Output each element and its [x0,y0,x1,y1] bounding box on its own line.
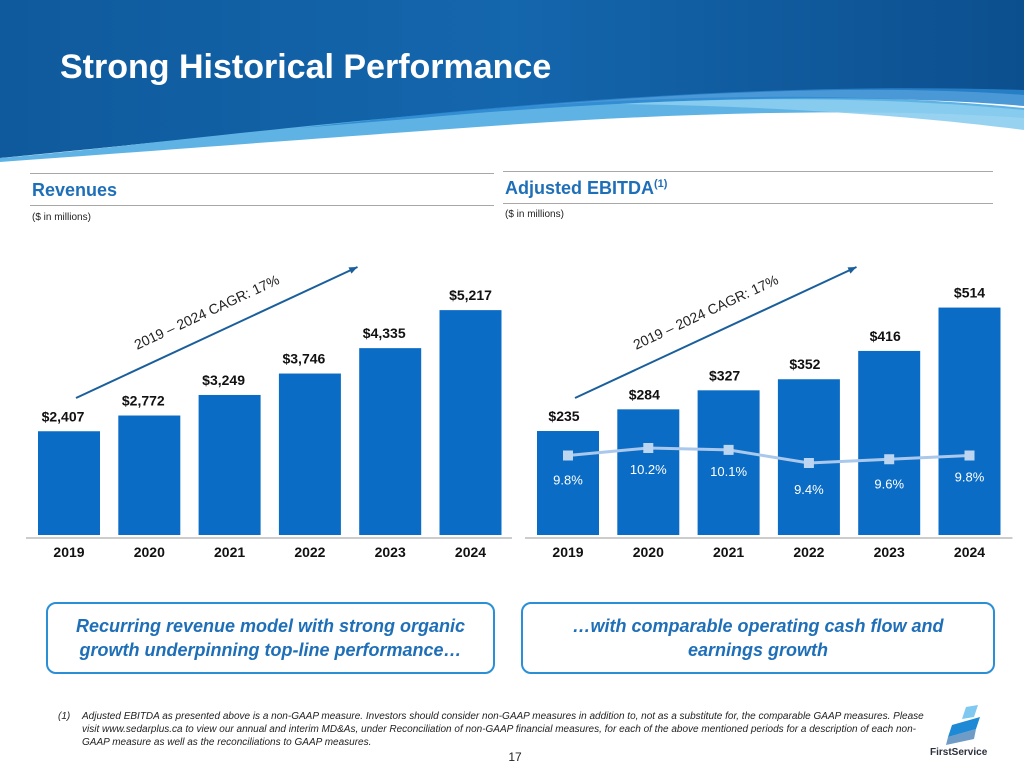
bar-2019 [38,431,100,535]
x-tick-label: 2022 [294,544,325,560]
left-bottom-rule [30,205,494,206]
ebitda-unit: ($ in millions) [505,209,564,220]
footnote-text: Adjusted EBITDA as presented above is a … [82,711,924,748]
margin-label: 9.6% [874,476,904,491]
x-tick-label: 2021 [214,544,245,560]
revenues-title: Revenues [32,180,118,200]
bar-2024 [439,310,502,535]
header-banner: Strong Historical Performance [0,0,1024,165]
margin-marker [964,450,975,461]
bar-value-label: $3,746 [282,351,325,367]
margin-label: 9.8% [553,473,583,488]
bar-2022 [278,373,341,535]
revenues-chart: $2,407 2019 $2,772 2020 $3,249 2021 $3,746 2022… [26,266,512,560]
ebitda-title: Adjusted EBITDA(1) [505,178,667,199]
bar-2020 [118,415,181,535]
margin-marker [643,443,654,453]
margin-marker [563,450,573,461]
bar-2021 [697,390,760,535]
bar-value-label: $4,335 [363,325,406,341]
x-tick-label: 2021 [713,544,744,560]
right-bottom-rule [503,203,993,204]
bar-value-label: $3,249 [202,372,245,388]
footnote: (1) Adjusted EBITDA as presented above i… [58,710,928,749]
x-tick-label: 2019 [552,544,583,560]
x-tick-label: 2023 [874,544,905,560]
bar-2020 [617,409,680,535]
page-number: 17 [508,750,522,764]
x-tick-label: 2024 [455,544,486,560]
cagr-arrow [75,266,358,399]
margin-line [567,446,970,465]
logo-text: FirstService [930,747,988,758]
left-top-rule [30,173,494,174]
margin-label: 10.1% [710,464,747,479]
bar-value-label: $352 [789,356,820,372]
ebitda-chart: $235 2019 $284 2020 $327 2021 $352 2022 $416 2023… [525,266,1013,560]
bar-value-label: $2,407 [42,408,85,424]
x-tick-label: 2023 [375,544,406,560]
right-top-rule [503,171,993,172]
margin-marker [884,454,895,465]
bar-2023 [858,350,921,535]
bar-2024 [938,307,1001,535]
bar-value-label: $235 [548,408,579,424]
cagr-arrowhead-icon [348,267,358,274]
margin-label: 9.8% [955,470,985,485]
bar-2021 [198,394,261,535]
bar-2019 [537,431,599,535]
ebitda-title-superscript: (1) [654,178,668,190]
x-tick-label: 2024 [954,544,985,560]
x-tick-label: 2022 [793,544,824,560]
margin-marker [723,444,734,455]
page-title: Strong Historical Performance [60,48,552,86]
firstservice-logo: FirstService [930,705,1010,765]
x-tick-label: 2020 [633,544,664,560]
bar-2023 [359,348,422,535]
logo-mark-icon [946,705,980,745]
revenues-callout: Recurring revenue model with strong orga… [46,602,495,674]
margin-label: 9.4% [794,482,824,497]
cagr-arrowhead-icon [847,267,857,274]
ebitda-callout: …with comparable operating cash flow and… [521,602,995,674]
bar-value-label: $416 [870,328,901,344]
footnote-marker: (1) [58,711,71,722]
x-tick-label: 2020 [134,544,165,560]
bar-value-label: $2,772 [122,393,165,409]
header-waves [0,0,1024,162]
bar-2022 [777,379,840,535]
revenues-unit: ($ in millions) [32,212,91,223]
x-tick-label: 2019 [53,544,84,560]
bar-value-label: $284 [629,386,660,402]
margin-label: 10.2% [630,462,667,477]
margin-marker [803,458,814,468]
bar-value-label: $514 [954,285,985,301]
cagr-arrow [574,266,857,399]
bar-value-label: $327 [709,367,740,383]
bar-value-label: $5,217 [449,287,492,303]
ebitda-title-text: Adjusted EBITDA [505,178,655,198]
